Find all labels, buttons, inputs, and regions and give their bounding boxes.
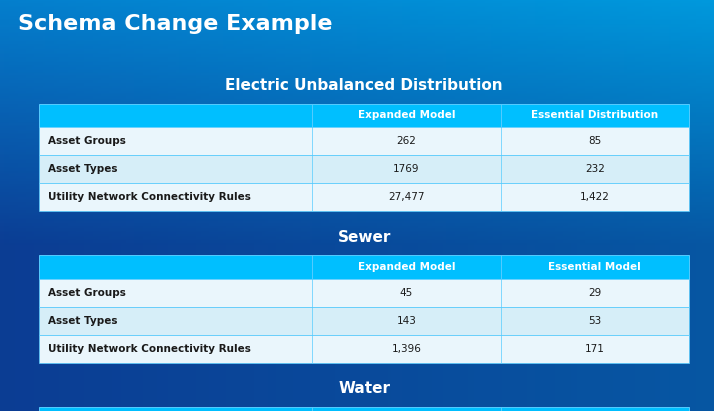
Text: 262: 262 — [396, 136, 416, 146]
Text: Expanded Model: Expanded Model — [358, 262, 455, 272]
Text: 171: 171 — [585, 344, 605, 354]
FancyBboxPatch shape — [39, 183, 689, 211]
Text: 45: 45 — [400, 288, 413, 298]
FancyBboxPatch shape — [39, 307, 689, 335]
Text: Asset Types: Asset Types — [48, 316, 117, 326]
Text: 85: 85 — [588, 136, 601, 146]
Text: Expanded Model: Expanded Model — [358, 111, 455, 120]
Text: Schema Change Example: Schema Change Example — [18, 14, 332, 35]
Text: Water: Water — [338, 381, 390, 396]
FancyBboxPatch shape — [39, 155, 689, 183]
Text: Asset Groups: Asset Groups — [48, 288, 126, 298]
Text: 27,477: 27,477 — [388, 192, 425, 202]
Text: Electric Unbalanced Distribution: Electric Unbalanced Distribution — [226, 78, 503, 93]
FancyBboxPatch shape — [39, 335, 689, 363]
Text: 1769: 1769 — [393, 164, 420, 174]
Text: 1,396: 1,396 — [391, 344, 421, 354]
FancyBboxPatch shape — [39, 255, 689, 279]
FancyBboxPatch shape — [39, 279, 689, 307]
Text: 143: 143 — [396, 316, 416, 326]
Text: 232: 232 — [585, 164, 605, 174]
Text: 53: 53 — [588, 316, 601, 326]
Text: 29: 29 — [588, 288, 601, 298]
Text: Utility Network Connectivity Rules: Utility Network Connectivity Rules — [48, 192, 251, 202]
Text: 1,422: 1,422 — [580, 192, 610, 202]
FancyBboxPatch shape — [39, 127, 689, 155]
FancyBboxPatch shape — [39, 104, 689, 127]
Text: Essential Model: Essential Model — [548, 262, 641, 272]
Text: Essential Distribution: Essential Distribution — [531, 111, 658, 120]
Text: Utility Network Connectivity Rules: Utility Network Connectivity Rules — [48, 344, 251, 354]
FancyBboxPatch shape — [39, 407, 689, 411]
Text: Sewer: Sewer — [338, 230, 391, 245]
Text: Asset Types: Asset Types — [48, 164, 117, 174]
Text: Asset Groups: Asset Groups — [48, 136, 126, 146]
